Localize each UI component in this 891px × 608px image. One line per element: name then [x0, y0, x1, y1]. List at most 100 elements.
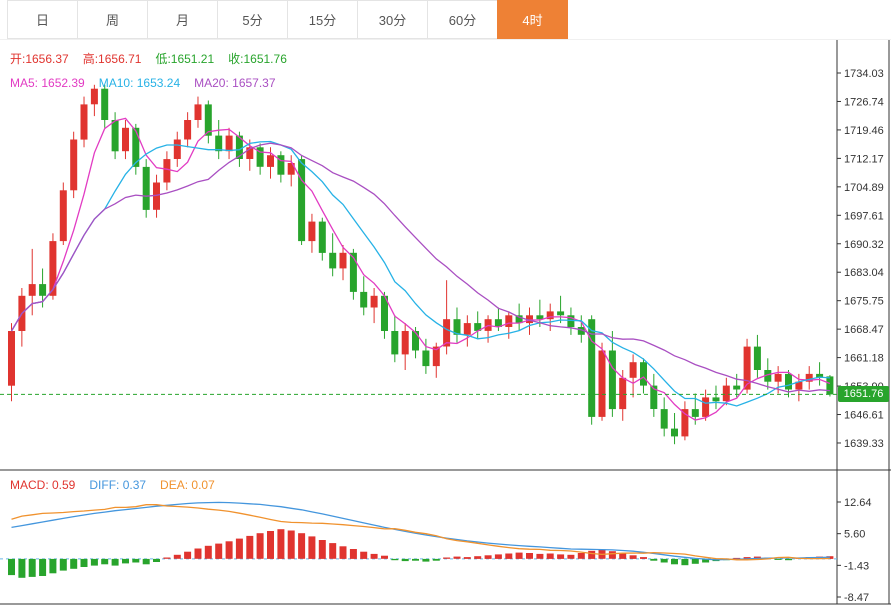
- candle: [494, 319, 502, 327]
- tab-month[interactable]: 月: [147, 0, 218, 39]
- candle: [567, 315, 575, 327]
- macd-bar: [122, 558, 129, 564]
- candle: [329, 252, 337, 269]
- macd-bar: [474, 556, 482, 559]
- macd-bar: [432, 558, 440, 561]
- candle: [588, 319, 596, 417]
- macd-bar: [277, 529, 285, 559]
- tab-4hour[interactable]: 4时: [497, 0, 568, 39]
- price-axis-label: 1704.89: [844, 182, 884, 194]
- macd-bar: [153, 558, 160, 562]
- candle: [526, 315, 533, 324]
- macd-bar: [287, 530, 295, 559]
- macd-bar: [235, 538, 243, 559]
- candle: [235, 135, 243, 159]
- macd-bar: [225, 541, 233, 559]
- price-axis-label: 1734.03: [844, 68, 884, 80]
- candle: [805, 373, 813, 382]
- candle: [764, 370, 772, 382]
- candle: [774, 373, 782, 382]
- price-axis-label: 1668.47: [844, 324, 884, 336]
- tab-60min[interactable]: 60分: [427, 0, 498, 39]
- macd-bar: [267, 531, 274, 559]
- tab-30min[interactable]: 30分: [357, 0, 428, 39]
- candle: [505, 315, 513, 327]
- candle: [619, 377, 627, 410]
- tab-day[interactable]: 日: [7, 0, 78, 39]
- macd-bar: [536, 553, 544, 559]
- macd-bar: [8, 558, 15, 576]
- candle: [660, 409, 668, 429]
- macd-bar: [349, 549, 357, 559]
- macd-bar: [412, 558, 419, 561]
- candle: [298, 159, 306, 242]
- candlestick-chart-canvas[interactable]: 1734.03 1726.74 1719.46 1712.17 1704.89 1697.…: [0, 40, 891, 608]
- macd-bar: [588, 550, 596, 559]
- price-axis-label: 1646.61: [844, 410, 884, 422]
- macd-bar: [256, 533, 264, 559]
- low-value: 低:1651.21: [155, 52, 215, 66]
- diff-line: [11, 501, 830, 561]
- candle: [629, 362, 637, 378]
- candle: [536, 315, 544, 320]
- macd-bar: [215, 543, 223, 559]
- candle: [453, 319, 461, 335]
- macd-bar: [132, 558, 140, 563]
- ma-info-row: MA5: 1652.39 MA10: 1653.24 MA20: 1657.37: [10, 76, 276, 90]
- macd-bar: [785, 558, 792, 561]
- candle: [401, 331, 409, 355]
- macd-bar: [329, 543, 337, 559]
- candle: [194, 104, 202, 120]
- macd-axis-label: -8.47: [844, 592, 869, 604]
- macd-axis-label: 12.64: [844, 497, 872, 509]
- candle: [432, 346, 440, 367]
- candle: [463, 323, 471, 335]
- macd-bar: [640, 557, 647, 559]
- ohlc-info-row: 开:1656.37 高:1656.71 低:1651.21 收:1651.76: [10, 50, 287, 67]
- candle: [785, 373, 792, 390]
- macd-bar: [743, 557, 751, 559]
- candle: [422, 350, 430, 367]
- macd-bar: [515, 552, 523, 559]
- candle: [598, 350, 606, 417]
- tab-5min[interactable]: 5分: [217, 0, 288, 39]
- macd-bar: [546, 553, 554, 559]
- candle: [795, 381, 803, 390]
- macd-bar: [298, 533, 306, 559]
- macd-bar: [453, 556, 461, 559]
- candle: [546, 311, 554, 320]
- macd-bar: [28, 558, 36, 577]
- macd-bar: [360, 551, 368, 559]
- candle: [671, 428, 678, 437]
- macd-bar: [567, 554, 575, 559]
- candle: [267, 155, 274, 167]
- macd-value: MACD: 0.59: [10, 478, 76, 492]
- candle: [608, 350, 616, 410]
- macd-bar: [753, 556, 761, 559]
- candle: [215, 135, 223, 152]
- ma5-value: MA5: 1652.39: [10, 76, 85, 90]
- macd-bar: [381, 555, 388, 559]
- macd-bar: [101, 558, 109, 565]
- macd-bar: [702, 558, 710, 563]
- macd-bar: [484, 555, 492, 559]
- candle: [691, 409, 699, 417]
- macd-bar: [619, 553, 627, 559]
- tab-week[interactable]: 周: [77, 0, 148, 39]
- macd-bar: [629, 555, 637, 559]
- candle: [733, 385, 741, 390]
- price-axis-label: 1712.17: [844, 153, 884, 165]
- macd-info-row: MACD: 0.59 DIFF: 0.37 DEA: 0.07: [10, 478, 215, 492]
- price-axis-label: 1683.04: [844, 267, 884, 279]
- candle: [80, 104, 88, 140]
- macd-bar: [733, 557, 741, 559]
- tab-15min[interactable]: 15分: [287, 0, 358, 39]
- macd-bar: [526, 553, 533, 559]
- macd-axis-label: 5.60: [844, 529, 865, 541]
- candle: [650, 385, 658, 409]
- candle: [722, 385, 730, 402]
- macd-bar: [80, 558, 88, 567]
- macd-bar: [443, 557, 451, 559]
- dea-value: DEA: 0.07: [160, 478, 215, 492]
